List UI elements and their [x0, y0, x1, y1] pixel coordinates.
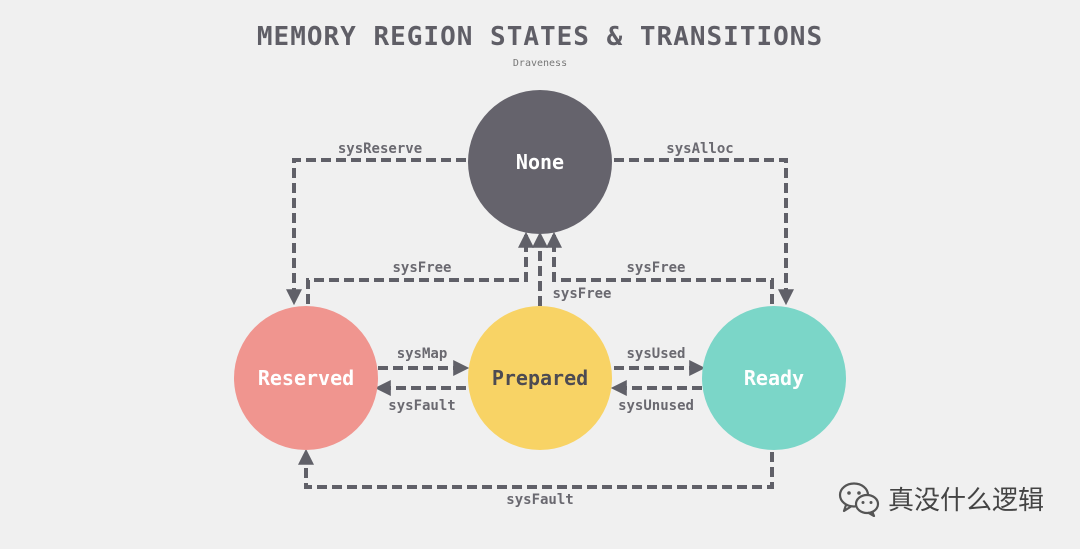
- state-reserved-circle: [234, 306, 378, 450]
- watermark: 真没什么逻辑: [838, 480, 1044, 517]
- label-sysfault-ready: sysFault: [506, 492, 573, 508]
- edge-sysfree-reserved: [306, 231, 534, 304]
- edge-sysreserve: [286, 158, 466, 306]
- state-prepared-label: Prepared: [492, 366, 588, 390]
- diagram-title: MEMORY REGION STATES & TRANSITIONS: [256, 22, 824, 52]
- diagram-subtitle: Draveness: [512, 58, 568, 69]
- label-sysfree-reserved: sysFree: [392, 260, 451, 276]
- label-sysused: sysUsed: [626, 346, 685, 362]
- label-sysfree-ready: sysFree: [626, 260, 685, 276]
- state-prepared-circle: [468, 306, 612, 450]
- state-reserved: Reserved: [234, 306, 378, 450]
- label-sysmap: sysMap: [397, 346, 448, 362]
- label-sysalloc: sysAlloc: [666, 141, 733, 157]
- label-sysfault-prepared: sysFault: [388, 398, 455, 414]
- edge-sysfault-ready: [298, 448, 774, 489]
- state-ready-circle: [702, 306, 846, 450]
- label-sysfree-prepared: sysFree: [552, 286, 611, 302]
- edge-sysfree-ready: [546, 231, 774, 304]
- state-none: None: [468, 90, 612, 234]
- state-none-circle: [468, 90, 612, 234]
- label-sysreserve: sysReserve: [338, 141, 422, 157]
- watermark-text: 真没什么逻辑: [887, 486, 1044, 516]
- state-prepared: Prepared: [468, 306, 612, 450]
- state-reserved-label: Reserved: [258, 366, 354, 390]
- state-none-label: None: [516, 150, 564, 174]
- state-ready: Ready: [702, 306, 846, 450]
- state-ready-label: Ready: [744, 366, 804, 390]
- wechat-icon: [838, 481, 880, 517]
- label-sysunused: sysUnused: [618, 398, 694, 414]
- edge-sysalloc: [614, 158, 794, 306]
